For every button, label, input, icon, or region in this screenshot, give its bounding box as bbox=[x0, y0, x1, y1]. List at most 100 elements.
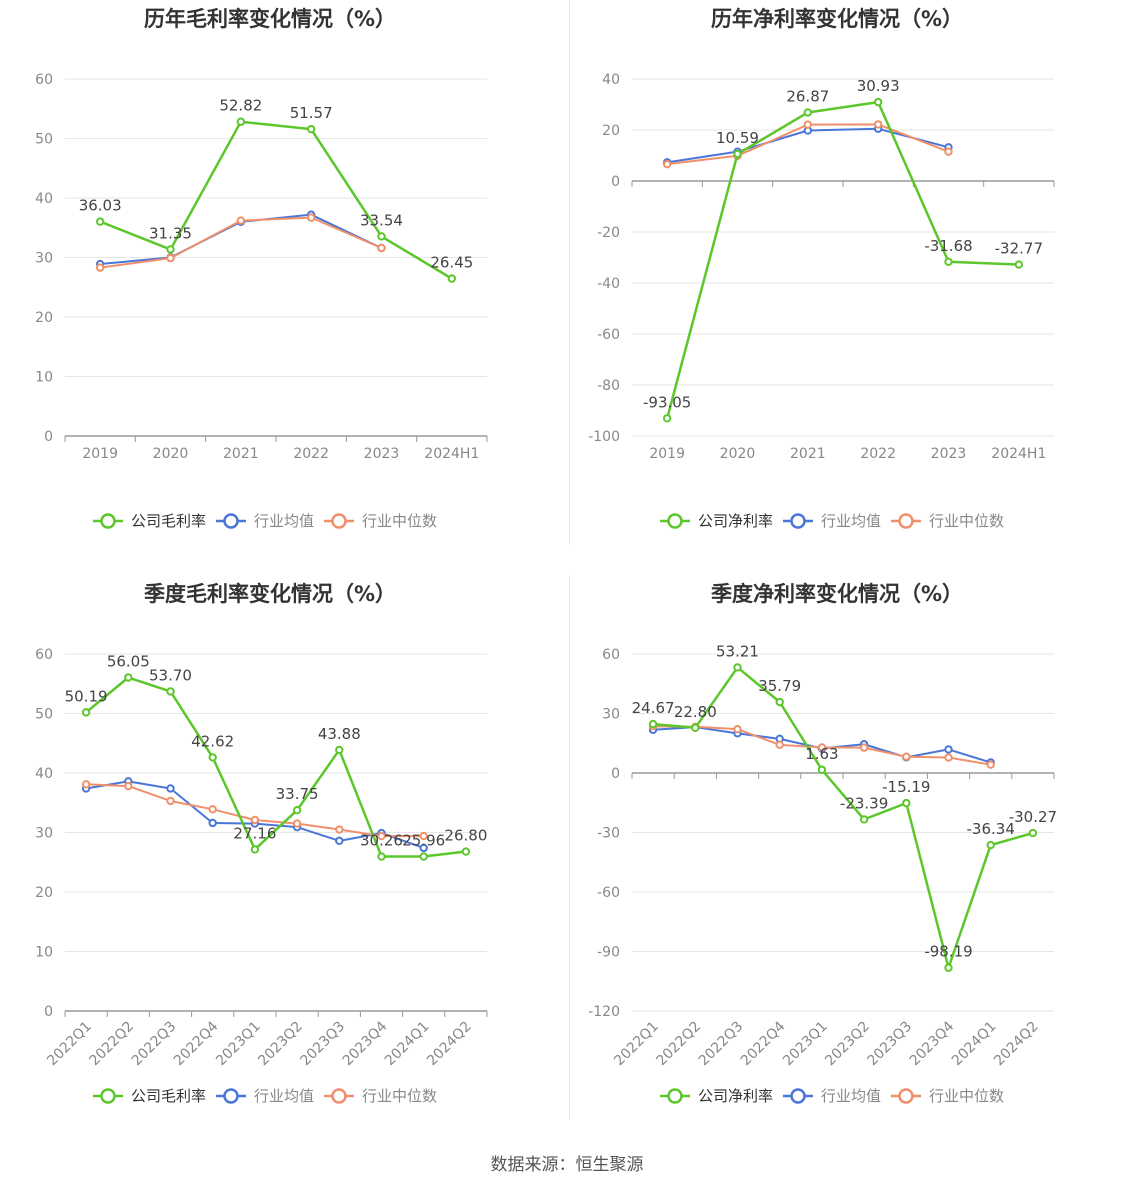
x-tick-label: 2020 bbox=[720, 446, 756, 462]
legend-label: 行业均值 bbox=[254, 512, 314, 530]
median-point bbox=[335, 825, 344, 834]
company-point bbox=[306, 124, 316, 134]
company-point bbox=[1014, 260, 1024, 269]
company-point bbox=[859, 815, 869, 824]
x-tick-label: 2021 bbox=[223, 446, 259, 462]
company-point bbox=[944, 257, 953, 266]
x-tick-label: 2022Q1 bbox=[611, 1019, 662, 1070]
company-point bbox=[447, 274, 457, 283]
company-point bbox=[166, 245, 175, 254]
data-label: 35.79 bbox=[758, 677, 801, 695]
legend-item: 公司净利率 bbox=[660, 1087, 773, 1105]
company-point bbox=[733, 663, 742, 672]
legend-item: 行业中位数 bbox=[891, 1087, 1004, 1105]
circle-line-icon bbox=[667, 513, 683, 529]
y-tick-label: 60 bbox=[35, 647, 53, 663]
y-tick-label: 60 bbox=[602, 647, 620, 663]
x-tick-label: 2023Q3 bbox=[298, 1019, 349, 1070]
median-point bbox=[986, 760, 995, 769]
company-point bbox=[208, 753, 217, 762]
x-tick-label: 2022 bbox=[293, 446, 329, 462]
data-label: 24.67 bbox=[632, 699, 675, 717]
data-label: 30.26 bbox=[360, 832, 403, 850]
data-label: 26.80 bbox=[444, 827, 487, 845]
median-point bbox=[803, 120, 813, 129]
company-series-line bbox=[99, 120, 453, 280]
y-tick-label: -40 bbox=[597, 276, 620, 292]
median-point bbox=[733, 724, 742, 734]
y-tick-label: 10 bbox=[35, 370, 53, 386]
data-label: 30.93 bbox=[857, 77, 900, 95]
x-tick-label: 2023Q1 bbox=[213, 1019, 264, 1070]
avg-point bbox=[419, 843, 428, 853]
median-point bbox=[859, 743, 869, 752]
quarterly-net-margin-chart: 季度净利率变化情况（%）-120-90-60-30030602022Q12022… bbox=[588, 582, 1057, 1105]
company-point bbox=[803, 108, 813, 117]
data-label: 52.82 bbox=[219, 97, 262, 115]
legend-label: 公司毛利率 bbox=[131, 1087, 206, 1105]
median-point bbox=[166, 253, 175, 263]
company-point bbox=[236, 117, 246, 126]
circle-line-icon bbox=[898, 513, 914, 529]
data-label: 50.19 bbox=[65, 687, 108, 705]
legend-label: 公司净利率 bbox=[698, 512, 773, 530]
x-tick-label: 2023 bbox=[931, 446, 967, 462]
data-label: 33.75 bbox=[276, 785, 319, 803]
company-point bbox=[166, 687, 175, 696]
y-tick-label: -90 bbox=[597, 945, 620, 961]
company-point bbox=[1028, 828, 1038, 838]
legend-item: 行业均值 bbox=[783, 1087, 881, 1105]
median-point bbox=[306, 213, 316, 222]
data-label: 27.16 bbox=[233, 824, 276, 842]
y-tick-label: -120 bbox=[588, 1004, 620, 1020]
x-tick-label: 2023Q2 bbox=[255, 1019, 306, 1070]
legend-label: 行业中位数 bbox=[362, 1087, 437, 1105]
x-tick-label: 2022Q4 bbox=[738, 1018, 789, 1069]
company-point bbox=[817, 765, 827, 774]
company-point bbox=[986, 840, 995, 850]
median-point bbox=[236, 216, 246, 225]
y-tick-label: 60 bbox=[35, 72, 53, 88]
legend-item: 行业均值 bbox=[216, 512, 314, 530]
x-tick-label: 2023 bbox=[364, 446, 400, 462]
data-label: 36.03 bbox=[79, 197, 122, 215]
data-source: 数据来源：恒生聚源 bbox=[490, 1155, 644, 1175]
y-tick-label: -80 bbox=[597, 378, 620, 394]
company-point bbox=[691, 723, 700, 732]
data-label: 56.05 bbox=[107, 653, 150, 671]
quarterly-gross-margin-chart: 季度毛利率变化情况（%）01020304050602022Q12022Q2202… bbox=[35, 582, 488, 1105]
annual-gross-margin-chart: 历年毛利率变化情况（%） 0 10 20 30 40 50 60 2019 2020 2021 202… bbox=[35, 7, 488, 530]
median-point bbox=[944, 753, 953, 762]
y-tick-label: -60 bbox=[597, 885, 620, 901]
chart-title: 历年净利率变化情况（%） bbox=[711, 7, 963, 31]
legend-item: 行业均值 bbox=[783, 512, 881, 530]
company-point bbox=[873, 97, 883, 107]
median-point bbox=[902, 752, 911, 761]
annual-net-margin-chart: 历年净利率变化情况（%） -100 -80 -60 -40 -20 0 20 40 2019 202… bbox=[588, 7, 1055, 530]
x-tick-label: 2021 bbox=[790, 446, 826, 462]
y-tick-label: 50 bbox=[35, 707, 53, 723]
median-point bbox=[377, 243, 386, 253]
data-label: -93.05 bbox=[643, 393, 691, 411]
median-point bbox=[166, 796, 175, 806]
median-point bbox=[419, 831, 428, 841]
x-tick-label: 2024Q1 bbox=[949, 1019, 1000, 1070]
x-tick-label: 2024H1 bbox=[991, 446, 1046, 462]
divider-bottom bbox=[569, 575, 570, 1120]
chart-title: 历年毛利率变化情况（%） bbox=[144, 7, 396, 31]
data-label: 33.54 bbox=[360, 211, 403, 229]
legend-label: 行业中位数 bbox=[362, 512, 437, 530]
circle-line-icon bbox=[223, 513, 239, 529]
chart-title: 季度净利率变化情况（%） bbox=[711, 582, 963, 606]
x-tick-label: 2024H1 bbox=[424, 446, 479, 462]
x-tick-label: 2022 bbox=[860, 446, 896, 462]
y-tick-label: 20 bbox=[35, 885, 53, 901]
y-tick-label: 20 bbox=[35, 310, 53, 326]
median-point bbox=[775, 740, 784, 750]
company-point bbox=[775, 697, 784, 707]
x-tick-label: 2019 bbox=[649, 446, 685, 462]
legend-label: 公司毛利率 bbox=[131, 512, 206, 530]
circle-line-icon bbox=[790, 1088, 806, 1104]
legend-label: 公司净利率 bbox=[698, 1087, 773, 1105]
x-tick-label: 2024Q2 bbox=[991, 1019, 1042, 1070]
